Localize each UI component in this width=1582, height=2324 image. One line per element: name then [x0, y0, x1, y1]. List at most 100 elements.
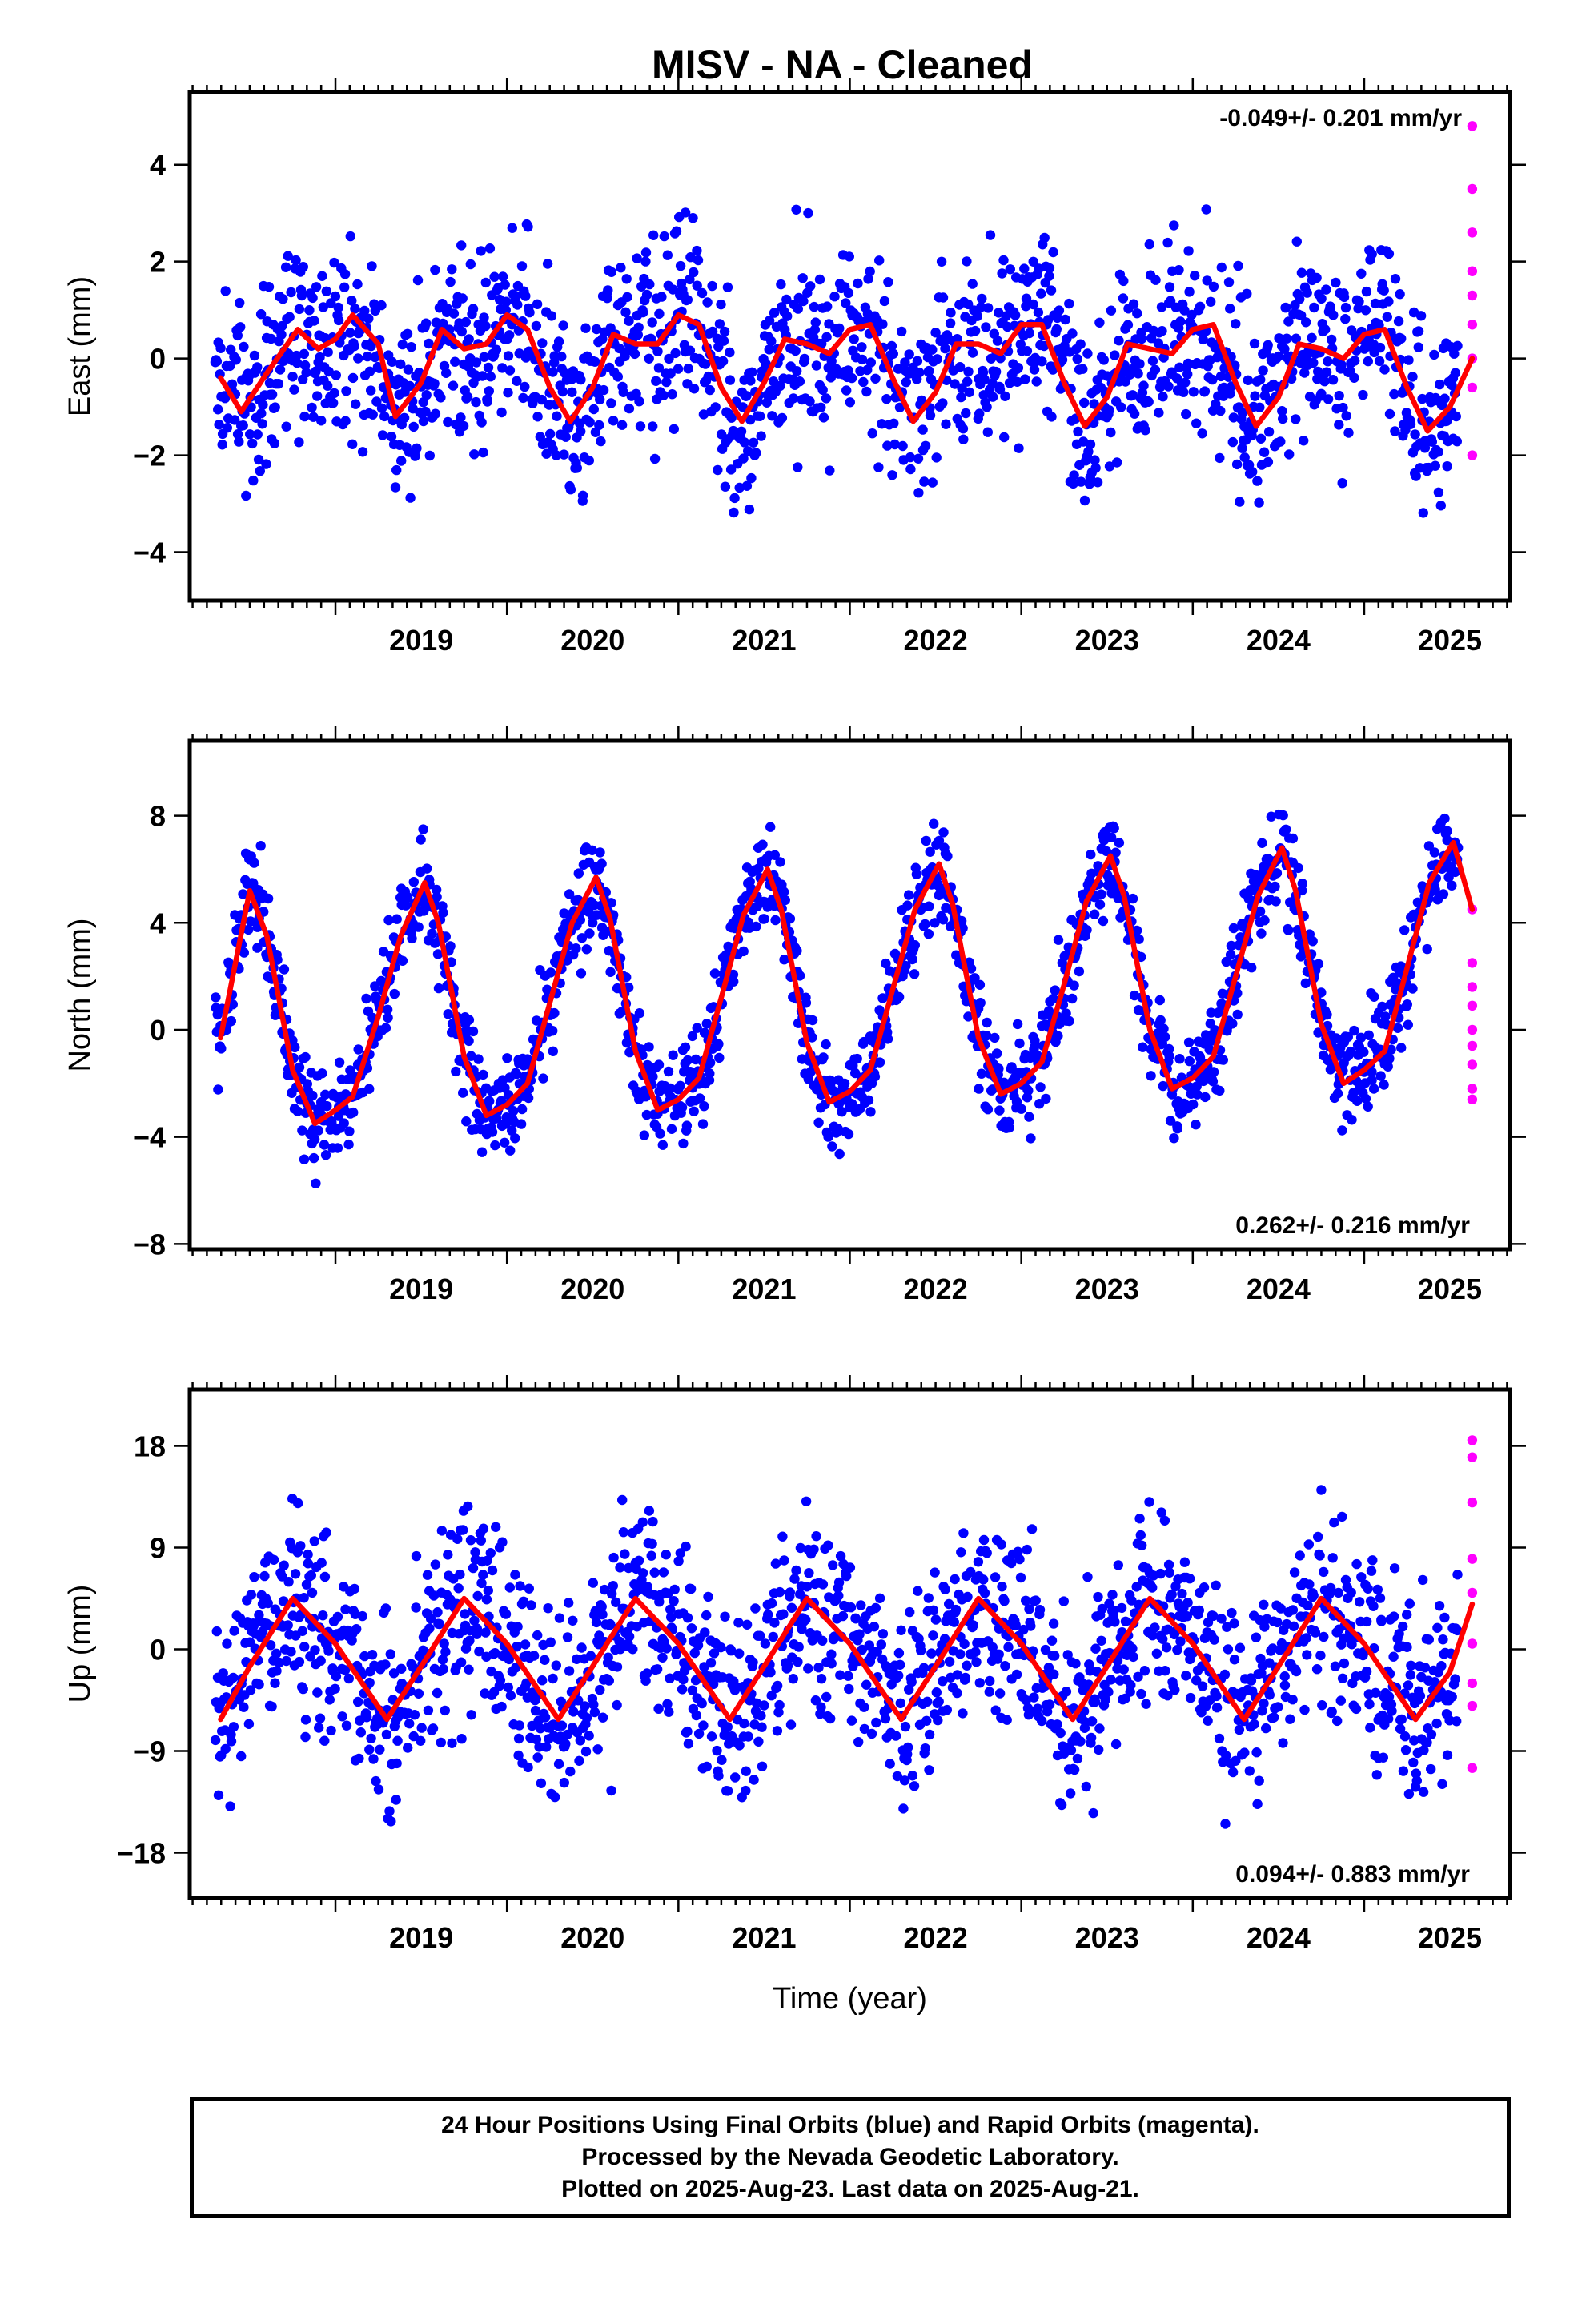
final-orbit-point [213, 1790, 224, 1800]
x-tick-label: 2021 [732, 624, 796, 657]
final-orbit-point [902, 1742, 913, 1753]
final-orbit-point [689, 1647, 700, 1659]
final-orbit-point [785, 1587, 795, 1598]
final-orbit-point [387, 356, 397, 367]
final-orbit-point [220, 286, 231, 296]
final-orbit-point [1110, 350, 1120, 360]
final-orbit-point [865, 357, 877, 368]
final-orbit-point [314, 1723, 324, 1733]
final-orbit-point [1256, 928, 1267, 939]
final-orbit-point [999, 432, 1010, 443]
final-orbit-point [1013, 363, 1024, 373]
x-tick-label: 2021 [732, 1273, 796, 1305]
final-orbit-point [1221, 1751, 1231, 1761]
final-orbit-point [728, 969, 739, 980]
final-orbit-point [809, 1544, 819, 1555]
final-orbit-point [559, 1777, 569, 1788]
final-orbit-point [1216, 262, 1227, 273]
final-orbit-point [673, 1556, 684, 1566]
final-orbit-point [1004, 378, 1015, 388]
final-orbit-point [670, 348, 681, 359]
final-orbit-point [294, 1656, 305, 1667]
rapid-orbit-point [1467, 1040, 1478, 1051]
final-orbit-point [791, 1565, 801, 1576]
final-orbit-point [1067, 993, 1078, 1004]
final-orbit-point [531, 320, 542, 332]
final-orbit-point [791, 204, 801, 215]
final-orbit-point [453, 1583, 464, 1594]
final-orbit-point [741, 1619, 753, 1630]
final-orbit-point [1031, 376, 1042, 387]
final-orbit-point [652, 346, 663, 356]
final-orbit-point [1029, 1692, 1039, 1703]
final-orbit-point [496, 1701, 507, 1712]
final-orbit-point [826, 1649, 837, 1659]
final-orbit-point [925, 846, 935, 858]
final-orbit-point [904, 1684, 914, 1695]
rapid-orbit-point [1467, 1084, 1478, 1094]
final-orbit-point [289, 384, 299, 395]
final-orbit-point [896, 1625, 906, 1636]
final-orbit-point [447, 264, 457, 275]
final-orbit-point [516, 1119, 527, 1129]
final-orbit-point [653, 1703, 664, 1714]
final-orbit-point [605, 967, 616, 978]
final-orbit-point [259, 1570, 270, 1582]
final-orbit-point [724, 1739, 734, 1749]
final-orbit-point [323, 1646, 334, 1656]
final-orbit-point [1049, 1669, 1059, 1679]
final-orbit-point [990, 1572, 1001, 1582]
final-orbit-point [1069, 1764, 1080, 1775]
final-orbit-point [930, 1567, 940, 1578]
final-orbit-point [768, 1631, 778, 1642]
final-orbit-point [567, 387, 577, 397]
final-orbit-point [770, 1558, 781, 1569]
final-orbit-point [779, 1555, 789, 1566]
final-orbit-point [238, 889, 248, 899]
final-orbit-point [456, 412, 466, 423]
final-orbit-point [697, 1119, 709, 1129]
final-orbit-point [834, 1148, 845, 1160]
final-orbit-point [1274, 333, 1284, 344]
final-orbit-point [1389, 388, 1399, 400]
final-orbit-point [294, 437, 304, 448]
final-orbit-point [272, 955, 283, 965]
final-orbit-point [1098, 915, 1109, 927]
final-orbit-point [1216, 1614, 1227, 1624]
final-orbit-point [424, 450, 435, 461]
final-orbit-point [482, 1555, 492, 1566]
final-orbit-point [1254, 497, 1264, 508]
final-orbit-point [702, 297, 713, 308]
final-orbit-point [705, 1068, 715, 1079]
final-orbit-point [1192, 1089, 1203, 1100]
final-orbit-point [853, 278, 863, 289]
final-orbit-point [1214, 1733, 1225, 1744]
final-orbit-point [292, 358, 303, 368]
final-orbit-point [940, 343, 950, 354]
final-orbit-point [1334, 420, 1344, 430]
final-orbit-point [701, 1761, 712, 1772]
final-orbit-point [299, 1593, 309, 1603]
final-orbit-point [649, 453, 661, 464]
final-orbit-point [333, 302, 343, 313]
final-orbit-point [545, 428, 556, 440]
final-orbit-point [341, 1720, 352, 1731]
final-orbit-point [972, 311, 983, 321]
final-orbit-point [692, 1023, 702, 1033]
final-orbit-point [1332, 1088, 1343, 1099]
final-orbit-point [639, 1130, 649, 1140]
final-orbit-point [889, 439, 900, 450]
final-orbit-point [1199, 386, 1211, 396]
final-orbit-point [1143, 396, 1154, 407]
final-orbit-point [283, 1620, 293, 1630]
final-orbit-point [861, 1679, 872, 1690]
final-orbit-point [249, 350, 260, 361]
final-orbit-point [994, 308, 1004, 318]
final-orbit-point [606, 398, 616, 408]
final-orbit-point [1139, 1666, 1150, 1676]
final-orbit-point [748, 437, 759, 448]
final-orbit-point [483, 1585, 493, 1596]
final-orbit-point [977, 293, 987, 304]
final-orbit-point [1150, 364, 1161, 375]
